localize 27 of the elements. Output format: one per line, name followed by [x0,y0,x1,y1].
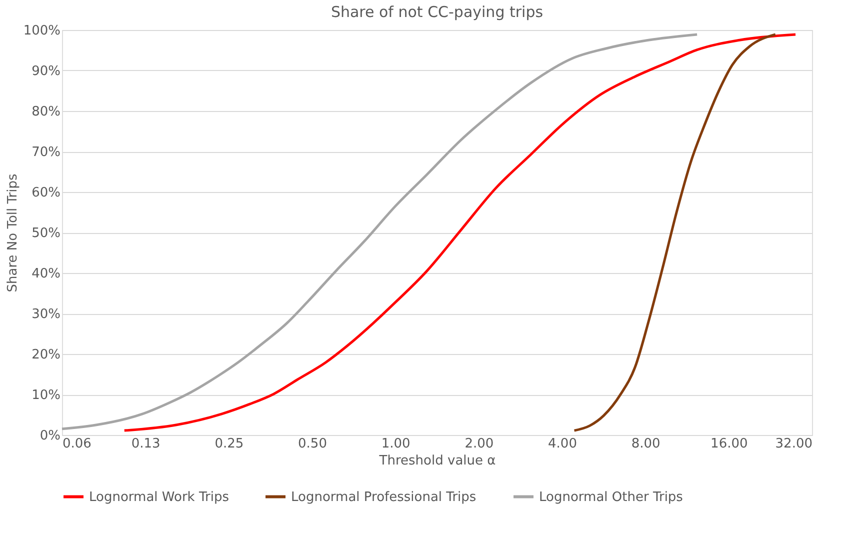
x-tick-label: 8.00 [631,436,660,452]
legend-label: Lognormal Work Trips [89,490,230,505]
chart-title: Share of not CC-paying trips [330,3,544,21]
y-tick-label: 0% [40,428,60,444]
x-tick-label: 0.50 [298,436,327,452]
y-tick-label: 50% [32,226,60,241]
x-tick-label: 0.13 [131,436,160,452]
x-tick-label: 2.00 [464,436,494,452]
legend-label: Lognormal Other Trips [539,490,684,505]
x-tick-label: 0.25 [214,436,244,452]
x-tick-label: 1.00 [381,436,410,452]
x-tick-label: 32.00 [775,436,812,452]
y-tick-label: 100% [23,24,60,38]
y-tick-label: 10% [32,388,60,403]
y-tick-label: 30% [32,307,60,322]
y-tick-label: 20% [32,348,60,362]
x-tick-label: 16.00 [710,436,748,452]
y-tick-label: 40% [32,266,60,282]
y-tick-label: 70% [32,145,60,160]
y-tick-label: 80% [32,104,60,120]
x-tick-label: 0.06 [62,436,92,452]
y-tick-label: 60% [32,186,60,200]
x-axis-title: Threshold value α [378,454,496,468]
legend-label: Lognormal Professional Trips [291,490,476,505]
y-axis-title: Share No Toll Trips [5,174,20,292]
x-tick-label: 4.00 [548,436,577,452]
y-tick-label: 90% [32,64,60,79]
